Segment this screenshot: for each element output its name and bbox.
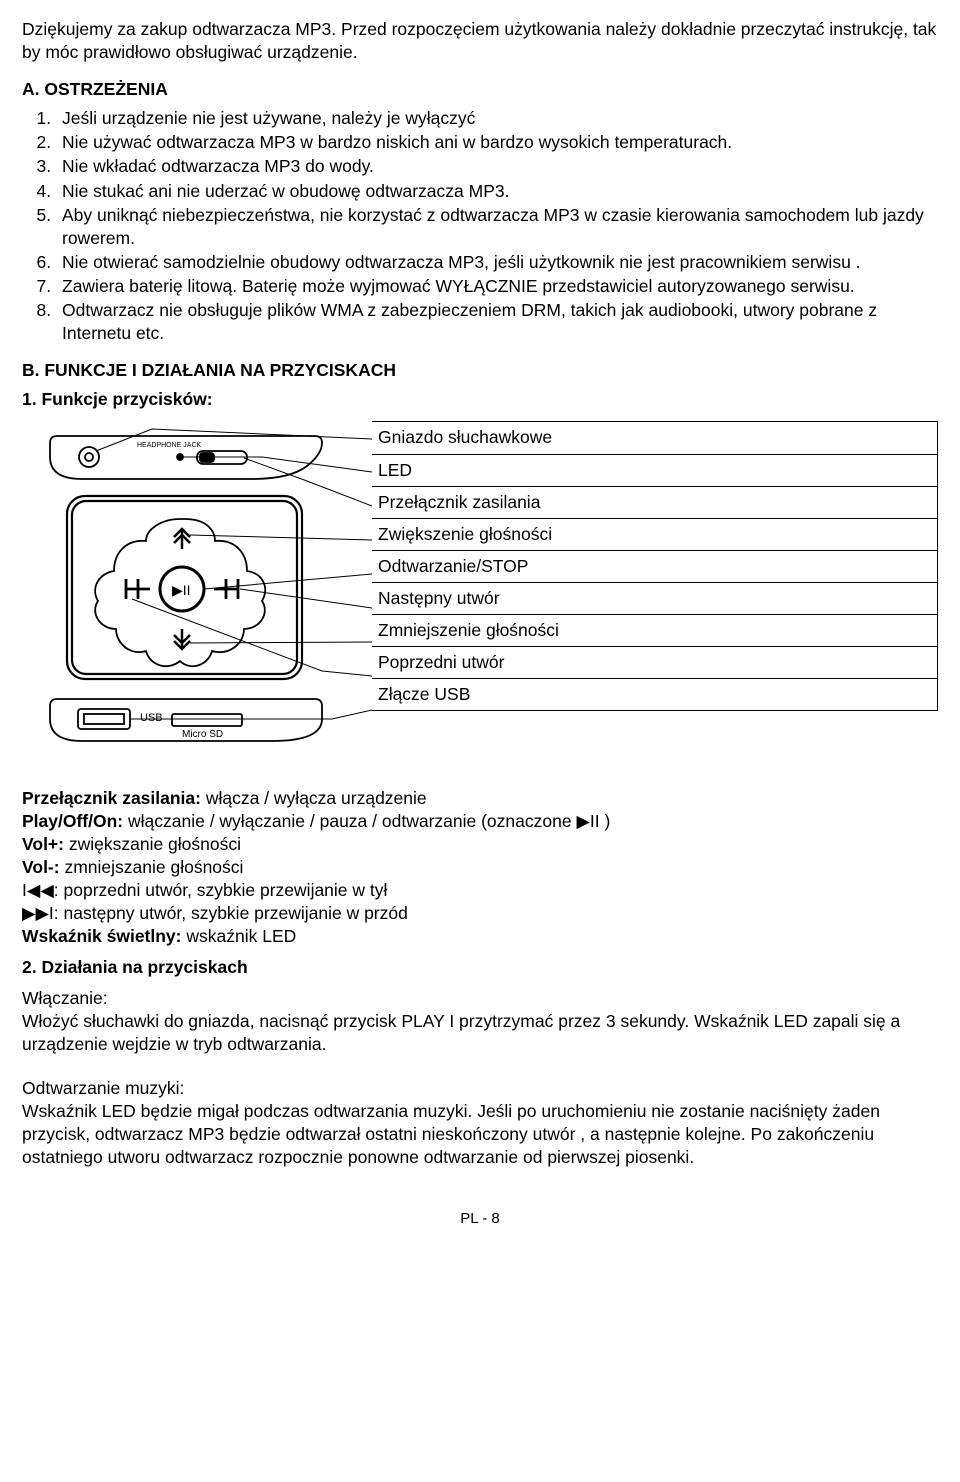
- label-power-switch: Przełącznik zasilania: [372, 487, 938, 519]
- prev-track-icon: I◀◀: [22, 880, 54, 900]
- page-footer: PL - 8: [22, 1209, 938, 1229]
- label-usb: Złącze USB: [372, 679, 938, 711]
- label-headphone-jack: Gniazdo słuchawkowe: [372, 422, 938, 454]
- warning-item: Aby uniknąć niebezpieczeństwa, nie korzy…: [56, 204, 938, 250]
- desc-play-t-end: ): [600, 811, 611, 831]
- controls-description: Przełącznik zasilania: włącza / wyłącza …: [22, 787, 938, 949]
- desc-volup-t: zwiększanie głośności: [64, 834, 241, 854]
- svg-text:▶II: ▶II: [172, 582, 191, 598]
- label-vol-up: Zwiększenie głośności: [372, 519, 938, 551]
- warnings-list: Jeśli urządzenie nie jest używane, należ…: [22, 107, 938, 345]
- label-play-stop: Odtwarzanie/STOP: [372, 551, 938, 583]
- desc-led-b: Wskaźnik świetlny:: [22, 926, 182, 946]
- label-vol-down: Zmniejszenie głośności: [372, 615, 938, 647]
- desc-play-t: włączanie / wyłączanie / pauza / odtwarz…: [123, 811, 576, 831]
- button-diagram-row: HEADPHONE JACK ▶II: [22, 421, 938, 772]
- turning-on-text: Włożyć słuchawki do gniazda, nacisnąć pr…: [22, 1010, 938, 1056]
- warning-item: Odtwarzacz nie obsługuje plików WMA z za…: [56, 299, 938, 345]
- desc-led-t: wskaźnik LED: [182, 926, 297, 946]
- label-prev-track: Poprzedni utwór: [372, 647, 938, 679]
- music-playback-text: Wskaźnik LED będzie migał podczas odtwar…: [22, 1100, 938, 1169]
- desc-play-b: Play/Off/On:: [22, 811, 123, 831]
- next-track-icon: ▶▶I: [22, 903, 54, 923]
- warning-item: Jeśli urządzenie nie jest używane, należ…: [56, 107, 938, 130]
- diagram-labels: Gniazdo słuchawkowe LED Przełącznik zasi…: [372, 421, 938, 772]
- svg-text:HEADPHONE JACK: HEADPHONE JACK: [137, 442, 202, 449]
- section-b-sub2: 2. Działania na przyciskach: [22, 956, 938, 979]
- warning-item: Zawiera baterię litową. Baterię może wyj…: [56, 275, 938, 298]
- warning-item: Nie otwierać samodzielnie obudowy odtwar…: [56, 251, 938, 274]
- desc-power-b: Przełącznik zasilania:: [22, 788, 201, 808]
- section-b-title: B. FUNKCJE I DZIAŁANIA NA PRZYCISKACH: [22, 359, 938, 382]
- intro-paragraph: Dziękujemy za zakup odtwarzacza MP3. Prz…: [22, 18, 938, 64]
- label-next-track: Następny utwór: [372, 583, 938, 615]
- label-led: LED: [372, 455, 938, 487]
- svg-text:USB: USB: [140, 712, 163, 724]
- svg-text:Micro SD: Micro SD: [182, 729, 223, 740]
- desc-volup-b: Vol+:: [22, 834, 64, 854]
- desc-power-t: włącza / wyłącza urządzenie: [201, 788, 427, 808]
- device-diagram: HEADPHONE JACK ▶II: [22, 421, 372, 772]
- desc-voldown-b: Vol-:: [22, 857, 60, 877]
- section-b-sub1: 1. Funkcje przycisków:: [22, 388, 938, 411]
- desc-prev-t: : poprzedni utwór, szybkie przewijanie w…: [54, 880, 388, 900]
- desc-voldown-t: zmniejszanie głośności: [60, 857, 244, 877]
- play-pause-icon: ▶II: [576, 811, 599, 831]
- section-a-title: A. OSTRZEŻENIA: [22, 78, 938, 101]
- warning-item: Nie stukać ani nie uderzać w obudowę odt…: [56, 180, 938, 203]
- music-playback-b: Odtwarzanie muzyki:: [22, 1078, 184, 1098]
- warning-item: Nie używać odtwarzacza MP3 w bardzo nisk…: [56, 131, 938, 154]
- warning-item: Nie wkładać odtwarzacza MP3 do wody.: [56, 155, 938, 178]
- turning-on-b: Włączanie:: [22, 988, 108, 1008]
- desc-next-t: : następny utwór, szybkie przewijanie w …: [54, 903, 408, 923]
